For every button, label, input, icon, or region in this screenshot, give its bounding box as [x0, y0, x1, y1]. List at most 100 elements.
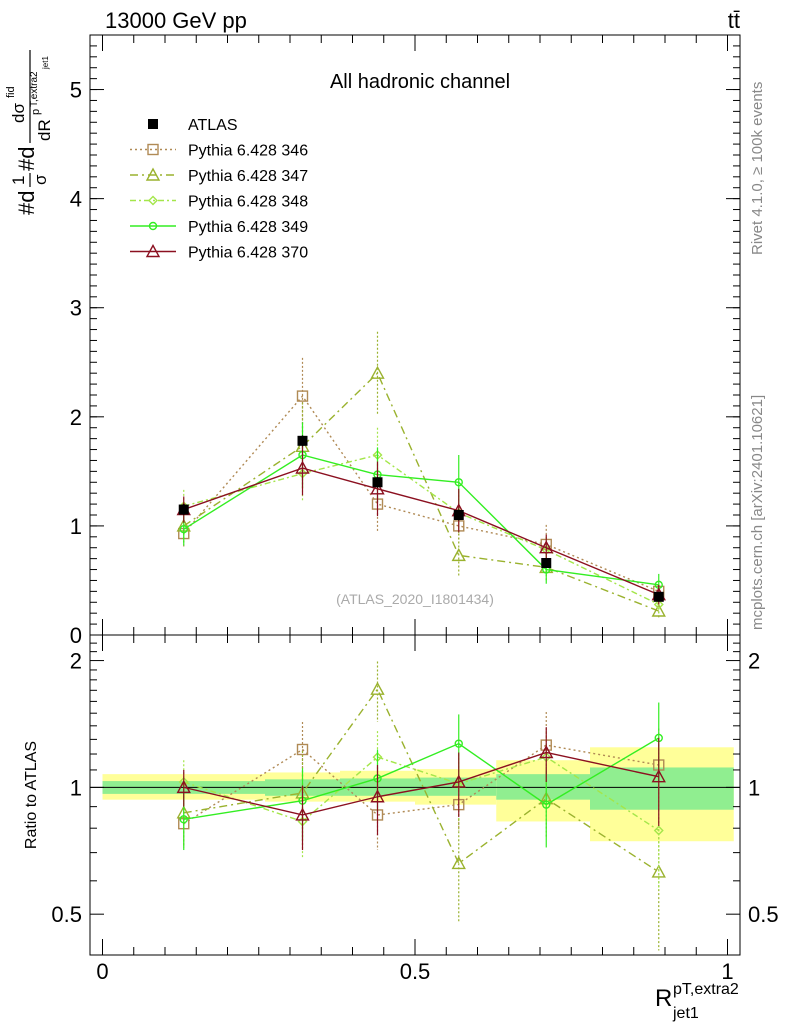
series-line	[183, 371, 660, 612]
mcplots-label: mcplots.cern.ch [arXiv:2401.10621]	[749, 395, 766, 630]
data-point	[453, 510, 464, 520]
series-pythia-6-428-370	[176, 440, 666, 605]
ratio-tick-label: 0.5	[51, 902, 82, 927]
series-pythia-6-428-348	[178, 427, 664, 614]
series-pythia-6-428-346	[178, 357, 665, 603]
x-axis-label: R pT,extra2 jet1	[655, 981, 739, 1022]
ylabel-R-subscript: p	[30, 109, 42, 115]
ratio-line	[183, 756, 660, 832]
ratio-point	[451, 774, 466, 788]
ratio-point	[370, 681, 385, 695]
ratio-point	[370, 789, 385, 803]
legend-label: Pythia 6.428 370	[188, 245, 308, 262]
data-point	[454, 478, 463, 487]
legend-marker	[148, 221, 158, 231]
data-point	[295, 460, 310, 474]
y-tick-label: 3	[70, 296, 82, 321]
x-tick-label: 0	[96, 959, 108, 984]
data-point	[651, 603, 666, 617]
legend-label: Pythia 6.428 346	[188, 143, 308, 160]
process-label: tt̄	[728, 8, 740, 33]
ratio-tick-label: 1	[70, 775, 82, 800]
data-point	[179, 524, 188, 534]
x-tick-label: 0.5	[400, 959, 431, 984]
series-atlas	[178, 435, 664, 602]
main-series-group	[176, 331, 666, 619]
ratio-x-ticks: 0 0.5 1	[96, 635, 734, 984]
legend-entry: Pythia 6.428 349	[130, 219, 308, 236]
ratio-point	[651, 769, 666, 783]
rivet-label: Rivet 4.1.0, ≥ 100k events	[749, 82, 766, 255]
ratio-tick-label-right: 0.5	[748, 902, 779, 927]
ratio-point	[296, 743, 309, 756]
xlabel-superscript: pT,extra2	[673, 981, 739, 998]
y-tick-label: 0	[70, 623, 82, 648]
ylabel-R-jet: jet1	[41, 56, 50, 70]
main-panel: 0 1 2 3 4 5 All hadronic channel (ATLAS_2020_…	[70, 34, 741, 648]
ratio-point	[651, 864, 666, 878]
data-point	[370, 365, 385, 379]
legend-marker	[148, 195, 158, 206]
legend-label: Pythia 6.428 347	[188, 168, 308, 185]
ylabel-sigma: σ	[31, 174, 50, 185]
main-y-axis-label: #d 1 σ #d dσ fid dR p T,extra2 jet1	[5, 50, 54, 215]
ratio-line	[183, 687, 660, 873]
analysis-tag: (ATLAS_2020_I1801434)	[336, 591, 494, 607]
ratio-line	[183, 737, 660, 820]
ratio-series-group	[176, 661, 666, 951]
legend-entry: Pythia 6.428 347	[130, 167, 308, 185]
series-pythia-6-428-349	[179, 422, 663, 596]
ratio-point	[454, 739, 463, 748]
series-line	[183, 454, 660, 606]
legend-label: Pythia 6.428 348	[188, 194, 308, 211]
chart-title: All hadronic channel	[330, 71, 510, 93]
ratio-panel: 0.5 0.51 12 2 0 0.5 1 Ratio to ATLAS	[23, 634, 779, 984]
ylabel-prefix-1: #d	[14, 191, 39, 215]
ylabel-fid: fid	[5, 86, 17, 98]
legend-entry: ATLAS	[148, 117, 238, 134]
ratio-y-ticks: 0.5 0.5 1 1 2 2	[51, 642, 779, 956]
ratio-y-axis-label: Ratio to ATLAS	[23, 741, 40, 849]
ylabel-dR: dR	[35, 119, 54, 141]
ratio-pythia-6-428-370	[176, 727, 666, 851]
x-tick-label: 1	[721, 959, 733, 984]
y-tick-label: 4	[70, 187, 82, 212]
ratio-line	[183, 751, 659, 816]
series-line	[183, 394, 660, 593]
data-point	[370, 481, 385, 495]
legend-marker	[145, 244, 161, 258]
ratio-point	[653, 825, 664, 836]
ratio-point	[295, 807, 310, 821]
ratio-point	[542, 800, 551, 809]
ylabel-one: 1	[9, 176, 28, 185]
data-point	[653, 599, 664, 610]
energy-label: 13000 GeV pp	[105, 8, 247, 33]
legend-marker	[148, 119, 158, 129]
ratio-point	[179, 815, 188, 824]
xlabel-main: R	[655, 985, 672, 1012]
legend: ATLAS Pythia 6.428 346 Pythia 6.428 347 Pyt…	[130, 117, 308, 262]
data-point	[451, 547, 466, 562]
legend-marker	[145, 167, 161, 181]
ratio-point	[539, 745, 554, 759]
legend-entry: Pythia 6.428 346	[130, 143, 308, 160]
ratio-tick-label-right: 1	[748, 775, 760, 800]
ylabel-dsigma: dσ	[9, 103, 28, 123]
data-point	[178, 504, 189, 515]
ratio-point	[451, 855, 466, 870]
y-tick-label: 1	[70, 514, 82, 539]
stat-uncertainty-band	[590, 767, 734, 810]
ylabel-prefix-2: #d	[14, 147, 39, 171]
data-point	[297, 435, 308, 446]
data-point	[541, 558, 552, 568]
legend-marker	[147, 143, 159, 156]
data-point	[296, 390, 309, 402]
ratio-tick-label: 2	[70, 649, 82, 674]
ratio-point	[176, 779, 191, 794]
xlabel-subscript: jet1	[672, 1005, 699, 1022]
series-line	[183, 454, 659, 586]
y-tick-label: 2	[70, 405, 82, 430]
legend-entry: Pythia 6.428 348	[130, 194, 308, 211]
ylabel-R-superscript: T,extra2	[29, 71, 40, 107]
data-point	[653, 591, 664, 602]
